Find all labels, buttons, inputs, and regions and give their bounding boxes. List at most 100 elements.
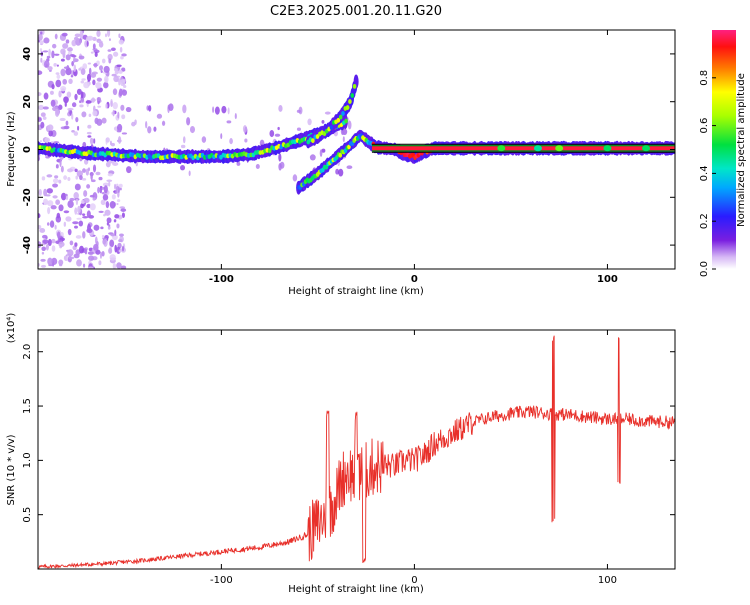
noise-blob [58, 204, 64, 212]
noise-blob [236, 161, 241, 166]
noise-blob [67, 249, 74, 257]
noise-blob [63, 210, 70, 214]
noise-blob [102, 239, 107, 245]
noise-blob [105, 103, 108, 109]
noise-blob [111, 73, 117, 77]
noise-blob [96, 77, 103, 82]
noise-blob [67, 47, 73, 52]
noise-blob [107, 173, 114, 177]
noise-blob [59, 117, 66, 122]
noise-blob [104, 75, 109, 83]
noise-blob [41, 251, 45, 255]
noise-blob [118, 79, 121, 86]
noise-blob [120, 104, 125, 111]
noise-blob [88, 255, 95, 261]
noise-blob [321, 148, 326, 153]
noise-blob [116, 202, 119, 206]
noise-blob [109, 239, 115, 248]
noise-blob [65, 39, 70, 44]
noise-blob [54, 53, 60, 56]
noise-blob [65, 54, 71, 61]
noise-blob [99, 185, 103, 188]
noise-blob [112, 162, 119, 166]
noise-blob [96, 30, 101, 37]
ridge-band-blob [533, 145, 542, 152]
noise-blob [346, 165, 353, 170]
noise-blob [50, 205, 57, 210]
noise-blob [78, 67, 82, 71]
ridge-core [348, 99, 352, 104]
noise-blob [45, 243, 49, 251]
noise-blob [188, 170, 191, 177]
noise-blob [67, 200, 74, 209]
noise-blob [107, 160, 112, 164]
noise-blob [58, 241, 65, 248]
snr-x-ticks: -100 0 100 [210, 330, 617, 586]
noise-blob [38, 213, 41, 219]
noise-blob [86, 203, 91, 209]
noise-blob [69, 240, 74, 246]
noise-blob [93, 243, 99, 251]
noise-blob [75, 198, 79, 206]
chart-title: C2E3.2025.001.20.11.G20 [270, 4, 442, 19]
noise-blob [54, 33, 58, 40]
noise-blob [119, 46, 123, 53]
ridge-band-blob [555, 145, 564, 152]
noise-blob [96, 96, 102, 102]
noise-blob [64, 101, 67, 107]
noise-blob [73, 36, 79, 41]
noise-blob [182, 104, 187, 114]
snr-frame [37, 329, 676, 570]
noise-blob [112, 109, 115, 117]
noise-blob [49, 90, 54, 95]
noise-blob [47, 200, 54, 207]
noise-blob [279, 161, 285, 169]
noise-blob [134, 119, 137, 125]
noise-blob [101, 117, 107, 124]
noise-blob [60, 48, 66, 55]
noise-blob [120, 79, 126, 87]
noise-blob [38, 241, 42, 248]
noise-blob [82, 213, 86, 216]
noise-blob [60, 192, 67, 201]
noise-blob [120, 55, 124, 60]
noise-blob [335, 168, 340, 175]
noise-blob [91, 97, 96, 103]
noise-blob [244, 138, 248, 143]
noise-blob [40, 264, 47, 268]
noise-blob [59, 159, 62, 167]
noise-blob [234, 113, 237, 120]
noise-blob [76, 217, 82, 220]
noise-blob [118, 33, 121, 39]
noise-blob [92, 43, 96, 50]
ridge-band-core [371, 146, 675, 151]
noise-blob [52, 195, 58, 199]
noise-blob [125, 106, 132, 113]
noise-blob [38, 188, 42, 197]
noise-blob [98, 210, 104, 214]
y-tick-label: 0 [22, 146, 33, 153]
noise-blob [67, 107, 74, 111]
noise-blob [102, 194, 109, 201]
noise-blob [73, 56, 76, 63]
noise-blob [114, 183, 117, 190]
noise-blob [58, 104, 63, 110]
noise-blob [148, 105, 152, 112]
spectrogram-y-ticks: 40 20 0 -20 -40 [22, 47, 675, 254]
noise-blob [113, 51, 119, 57]
x-tick-label: 0 [411, 575, 417, 586]
colorbar-tick-label: 0.6 [699, 118, 710, 134]
noise-blob [41, 176, 46, 181]
noise-blob [42, 116, 47, 120]
noise-blob [58, 259, 64, 266]
noise-blob [110, 100, 113, 107]
noise-blob [103, 81, 109, 89]
x-tick-label: 0 [411, 274, 418, 285]
noise-blob [54, 175, 59, 179]
noise-blob [62, 78, 68, 85]
noise-blob [118, 39, 124, 45]
noise-blob [98, 260, 102, 266]
noise-blob [73, 131, 79, 136]
noise-blob [105, 137, 110, 143]
noise-blob [66, 91, 72, 98]
